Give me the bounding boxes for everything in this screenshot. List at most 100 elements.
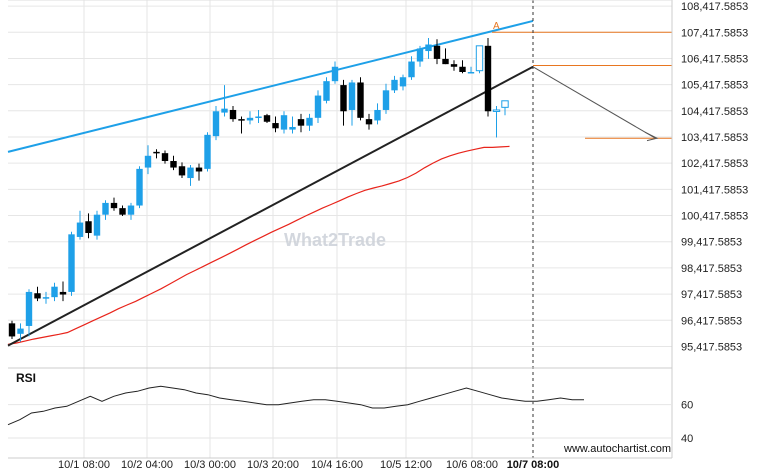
candle-body — [280, 115, 288, 130]
time-tick-label: 10/4 16:00 — [311, 459, 363, 471]
rsi-panel: 60 40 — [7, 367, 693, 445]
candle-body — [93, 214, 101, 236]
candle-body — [306, 117, 313, 126]
rsi-label: RSI — [16, 371, 36, 385]
candle-body — [212, 111, 220, 137]
price-tick-label: 108,417.5853 — [681, 1, 748, 13]
candle-body — [76, 222, 84, 237]
moving-average-line — [7, 145, 510, 345]
projection-arrow-line — [532, 66, 656, 139]
candle-body — [255, 116, 262, 119]
website-link[interactable]: www.autochartist.com — [563, 443, 671, 455]
price-tick-label: 95,417.5853 — [681, 341, 742, 353]
candle-body — [289, 126, 296, 130]
price-tick-label: 105,417.5853 — [681, 80, 748, 92]
candle-body — [374, 109, 381, 121]
candle-body — [187, 167, 194, 179]
candle-body — [340, 85, 347, 112]
candle-body — [102, 202, 109, 215]
candle-body — [178, 166, 186, 176]
candle-body — [450, 64, 458, 67]
price-tick-label: 99,417.5853 — [681, 237, 742, 249]
candle-body — [238, 119, 245, 121]
candle-body — [34, 293, 41, 299]
candle-body — [492, 109, 501, 112]
candle-body — [229, 109, 237, 120]
moving-average-layer — [7, 145, 510, 345]
price-tick-label: 96,417.5853 — [681, 315, 742, 327]
candle-body — [119, 208, 126, 215]
candle-body — [484, 45, 492, 112]
candle-body — [68, 234, 75, 292]
candle-body — [272, 123, 279, 129]
candle-body — [161, 153, 169, 162]
candle-body — [204, 134, 211, 169]
time-tick-label: 10/6 08:00 — [446, 459, 498, 471]
candle-body — [459, 66, 466, 72]
rsi-tick-label: 40 — [681, 433, 693, 445]
time-tick-label: 10/5 12:00 — [380, 459, 432, 471]
candle-body — [348, 82, 356, 110]
candle-body — [467, 72, 475, 74]
candle-body — [442, 58, 449, 65]
candle-body — [314, 95, 322, 118]
rsi-line — [7, 385, 584, 426]
candle-body — [25, 291, 33, 326]
candle-body — [195, 167, 203, 172]
candle-body — [110, 202, 118, 209]
grid-lines — [8, 0, 672, 458]
candle-body — [85, 221, 92, 234]
price-tick-label: 106,417.5853 — [681, 53, 748, 65]
watermark: What2Trade — [284, 230, 386, 250]
price-tick-label: 100,417.5853 — [681, 211, 748, 223]
time-axis: 10/1 08:00 10/2 04:00 10/3 00:00 10/3 20:00… — [58, 459, 559, 471]
time-tick-label: 10/3 20:00 — [247, 459, 299, 471]
candle-body — [382, 90, 390, 110]
price-axis: 108,417.5853 107,417.5853 106,417.5853 105,… — [8, 0, 748, 459]
candle-body — [153, 151, 160, 154]
time-tick-label: 10/3 00:00 — [184, 459, 236, 471]
pattern-point-label: A — [493, 21, 500, 32]
current-time-label: 10/7 08:00 — [507, 459, 560, 471]
candle-body — [365, 119, 373, 125]
candle-body — [51, 286, 58, 298]
candle-body — [391, 79, 398, 91]
time-tick-label: 10/1 08:00 — [58, 459, 110, 471]
projection-arrow-head — [644, 131, 659, 142]
support-trendline — [7, 65, 534, 347]
price-tick-label: 97,417.5853 — [681, 289, 742, 301]
price-tick-label: 102,417.5853 — [681, 158, 748, 170]
candle-body — [433, 45, 441, 59]
candle-body — [408, 61, 415, 78]
candle-body — [144, 155, 152, 168]
candle-body — [127, 205, 135, 215]
rsi-tick-label: 60 — [681, 400, 693, 412]
candles-layer — [8, 37, 509, 342]
candle-body — [357, 82, 364, 118]
candle-body — [136, 168, 143, 206]
candle-body — [399, 77, 407, 87]
candle-body — [323, 81, 330, 101]
candle-body — [331, 66, 339, 82]
resistance-trendline — [7, 19, 534, 153]
time-tick-label: 10/2 04:00 — [121, 459, 173, 471]
price-tick-label: 98,417.5853 — [681, 263, 742, 275]
price-tick-label: 101,417.5853 — [681, 184, 748, 196]
candle-body — [475, 45, 484, 72]
candle-body — [297, 119, 305, 126]
candle-body — [246, 117, 254, 121]
candle-body — [416, 48, 424, 62]
candle-body — [59, 291, 67, 295]
candle-body — [170, 161, 177, 168]
price-tick-label: 103,417.5853 — [681, 132, 748, 144]
trendline-layer — [7, 19, 672, 347]
candle-body — [263, 115, 271, 122]
candle-body — [8, 323, 16, 337]
candle-body — [501, 100, 509, 108]
price-tick-label: 107,417.5853 — [681, 27, 748, 39]
overlay-layer: A — [493, 0, 659, 458]
candle-body — [17, 328, 24, 334]
candle-body — [42, 297, 50, 299]
candle-body — [221, 108, 228, 113]
